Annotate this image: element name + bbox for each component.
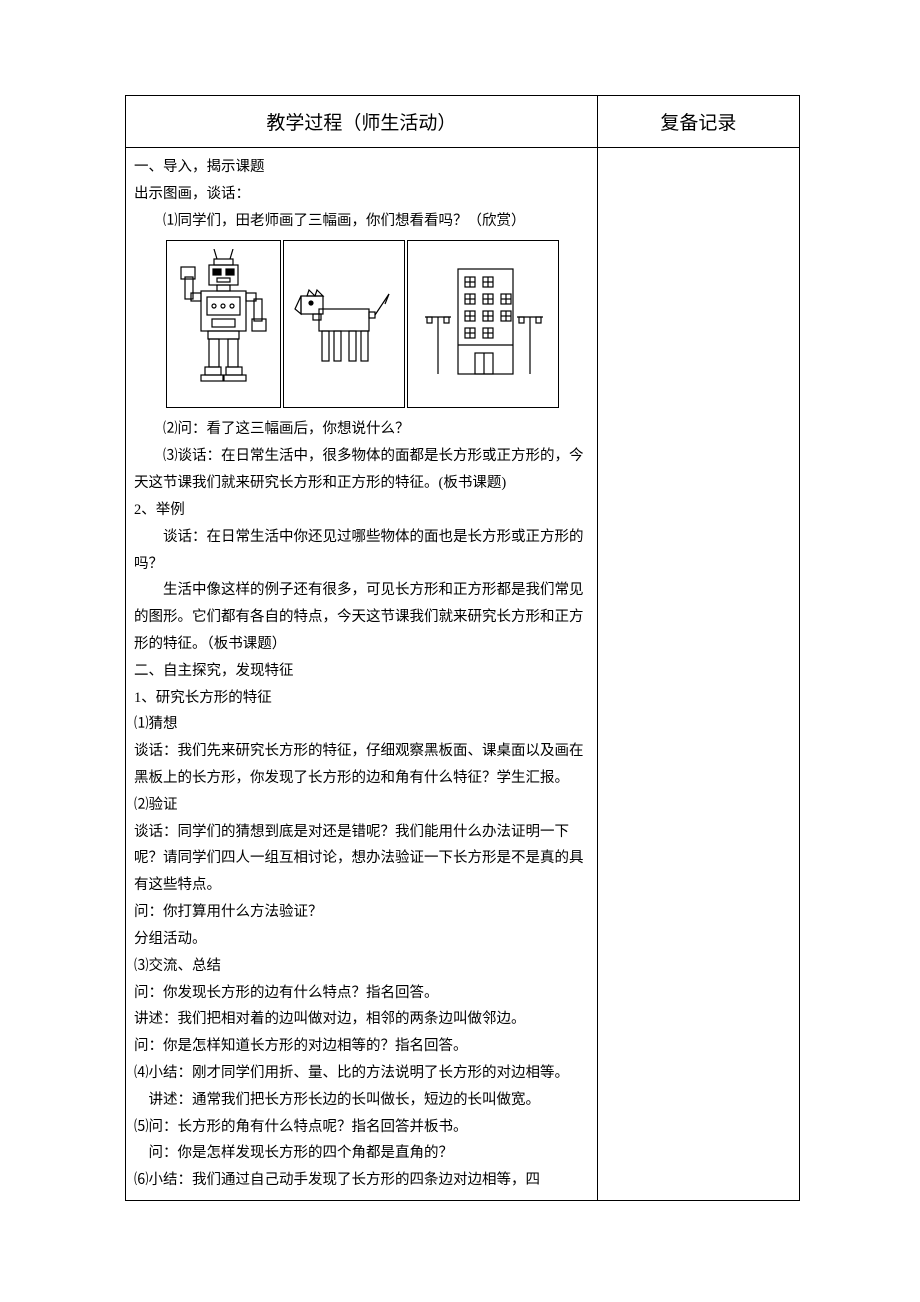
dog-illustration: [283, 240, 405, 408]
section2-line1: 1、研究长方形的特征: [134, 685, 589, 712]
section2-line12: ⑷小结：刚才同学们用折、量、比的方法说明了长方形的对边相等。: [134, 1060, 589, 1087]
content-row: 一、导入，揭示课题 出示图画，谈话： ⑴同学们，田老师画了三幅画，你们想看看吗？…: [126, 148, 800, 1201]
section1-line2: ⑴同学们，田老师画了三幅画，你们想看看吗？（欣赏）: [134, 208, 589, 235]
header-left: 教学过程（师生活动）: [126, 96, 598, 148]
section2-line9: 问：你发现长方形的边有什么特点？指名回答。: [134, 980, 589, 1007]
header-right: 复备记录: [597, 96, 799, 148]
header-row: 教学过程（师生活动） 复备记录: [126, 96, 800, 148]
section1-line6: 谈话：在日常生活中你还见过哪些物体的面也是长方形或正方形的吗？: [134, 524, 589, 578]
section1-line7: 生活中像这样的例子还有很多，可见长方形和正方形都是我们常见的图形。它们都有各自的…: [134, 577, 589, 657]
section1-line1: 出示图画，谈话：: [134, 181, 589, 208]
section2-line5: 谈话：同学们的猜想到底是对还是错呢？我们能用什么办法证明一下呢？请同学们四人一组…: [134, 819, 589, 899]
section1-line4: ⑶谈话：在日常生活中，很多物体的面都是长方形或正方形的，今天这节课我们就来研究长…: [134, 443, 589, 497]
section2-line2: ⑴猜想: [134, 711, 589, 738]
section2-line13: 讲述：通常我们把长方形长边的长叫做长，短边的长叫做宽。: [134, 1087, 589, 1114]
section2-line4: ⑵验证: [134, 792, 589, 819]
section2-line14: ⑸问：长方形的角有什么特点呢？指名回答并板书。: [134, 1114, 589, 1141]
building-icon: [413, 259, 553, 389]
robot-illustration: [166, 240, 281, 408]
illustration-row: [166, 240, 589, 408]
section2-line6: 问：你打算用什么方法验证？: [134, 899, 589, 926]
notes-cell: [597, 148, 799, 1201]
building-illustration: [407, 240, 559, 408]
lesson-plan-table: 教学过程（师生活动） 复备记录 一、导入，揭示课题 出示图画，谈话： ⑴同学们，…: [125, 95, 800, 1201]
section2-line15: 问：你是怎样发现长方形的四个角都是直角的？: [134, 1140, 589, 1167]
section1-title: 一、导入，揭示课题: [134, 154, 589, 181]
robot-icon: [176, 249, 271, 399]
section2-title: 二、自主探究，发现特征: [134, 658, 589, 685]
section1-line3: ⑵问：看了这三幅画后，你想说什么？: [134, 416, 589, 443]
section2-line16: ⑹小结：我们通过自己动手发现了长方形的四条边对边相等，四: [134, 1167, 589, 1194]
section2-line3: 谈话：我们先来研究长方形的特征，仔细观察黑板面、课桌面以及画在黑板上的长方形，你…: [134, 738, 589, 792]
section2-line7: 分组活动。: [134, 926, 589, 953]
section1-line5: 2、举例: [134, 497, 589, 524]
dog-icon: [289, 274, 399, 374]
section2-line11: 问：你是怎样知道长方形的对边相等的？指名回答。: [134, 1033, 589, 1060]
section2-line8: ⑶交流、总结: [134, 953, 589, 980]
section2-line10: 讲述：我们把相对着的边叫做对边，相邻的两条边叫做邻边。: [134, 1006, 589, 1033]
teaching-process-cell: 一、导入，揭示课题 出示图画，谈话： ⑴同学们，田老师画了三幅画，你们想看看吗？…: [126, 148, 598, 1201]
